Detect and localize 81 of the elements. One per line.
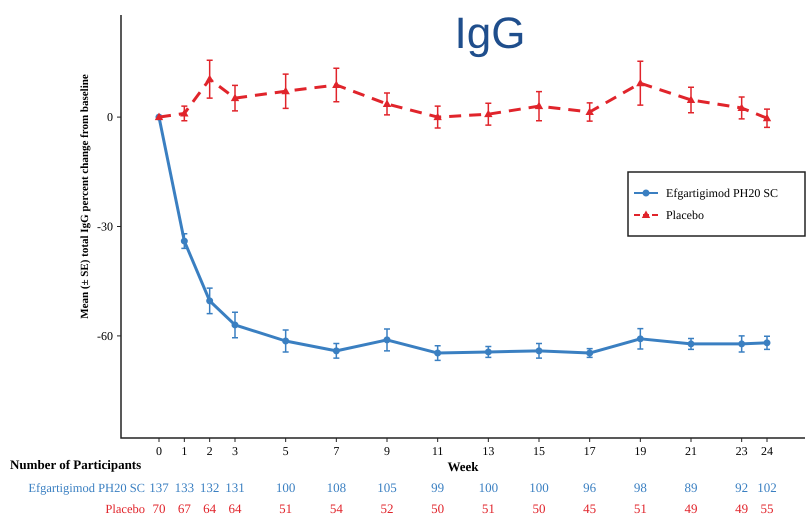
text: 49 [735,501,748,516]
point [205,74,214,82]
text: 105 [377,480,397,495]
point [737,103,746,111]
x-tick-label: 7 [333,444,340,458]
text: 50 [532,501,546,516]
point [764,339,770,346]
point [484,110,493,118]
point [282,338,290,344]
x-tick-label: 9 [384,444,390,458]
point [434,350,442,357]
point [332,347,340,354]
point [232,321,238,328]
text: 96 [583,480,597,495]
text: 54 [330,501,344,516]
text: 132 [200,480,220,495]
text: 100 [529,480,549,495]
text: 133 [174,480,194,495]
point [206,297,214,304]
text: Efgartigimod PH20 SC [28,481,145,495]
point [536,347,542,354]
point [738,340,746,348]
y-tick-label: -30 [97,220,113,234]
text: 45 [583,501,596,516]
text: 51 [634,501,647,516]
x-tick-label: 3 [232,444,238,458]
point [484,348,492,356]
point [433,112,442,120]
text: 100 [276,480,296,495]
text: 55 [760,501,774,516]
x-tick-label: 13 [482,444,494,458]
text: 99 [431,480,444,495]
point [180,108,189,116]
x-tick-label: 23 [736,444,748,458]
x-axis-title: Week [447,459,480,474]
x-tick-label: 24 [761,444,773,458]
text: 98 [634,480,647,495]
legend-label: Placebo [666,208,704,222]
text: 64 [203,501,217,516]
point [384,336,390,344]
text: 92 [735,480,748,495]
point [230,94,240,102]
text: Placebo [105,502,145,516]
point [636,335,644,342]
text: 67 [178,501,192,516]
text: 108 [326,480,346,495]
text: 131 [225,480,245,495]
text: 52 [380,501,394,516]
text: 100 [478,480,498,495]
text: 51 [482,501,495,516]
x-tick-label: 2 [206,444,213,458]
x-tick-label: 0 [156,444,162,458]
x-tick-label: 5 [282,444,289,458]
text: 50 [431,501,444,516]
y-axis-title: Mean (± SE) total IgG percent change from baseline [79,74,91,319]
text: 102 [757,480,777,495]
y-tick-label: -60 [97,328,113,343]
x-tick-label: 19 [634,444,646,458]
x-tick-label: 17 [584,444,596,458]
chart-title: IgG [454,9,526,58]
text: 49 [684,501,698,516]
text: 64 [228,501,242,516]
text: Number of Participants [10,457,142,472]
point [180,238,188,245]
x-tick-label: 11 [432,444,444,458]
text: 137 [149,480,170,495]
text: 70 [152,501,166,516]
x-tick-label: 15 [533,444,545,458]
point [281,86,290,94]
point [762,114,772,122]
point [688,340,694,348]
x-tick-label: 1 [181,444,188,458]
point [332,80,341,88]
text: 89 [684,480,698,495]
x-tick-label: 21 [685,444,697,458]
text: 51 [279,501,292,516]
point [585,108,594,115]
legend-label: Efgartigimod PH20 SC [666,186,778,200]
y-tick-label: 0 [107,110,113,124]
point [636,78,645,86]
point [534,102,544,110]
